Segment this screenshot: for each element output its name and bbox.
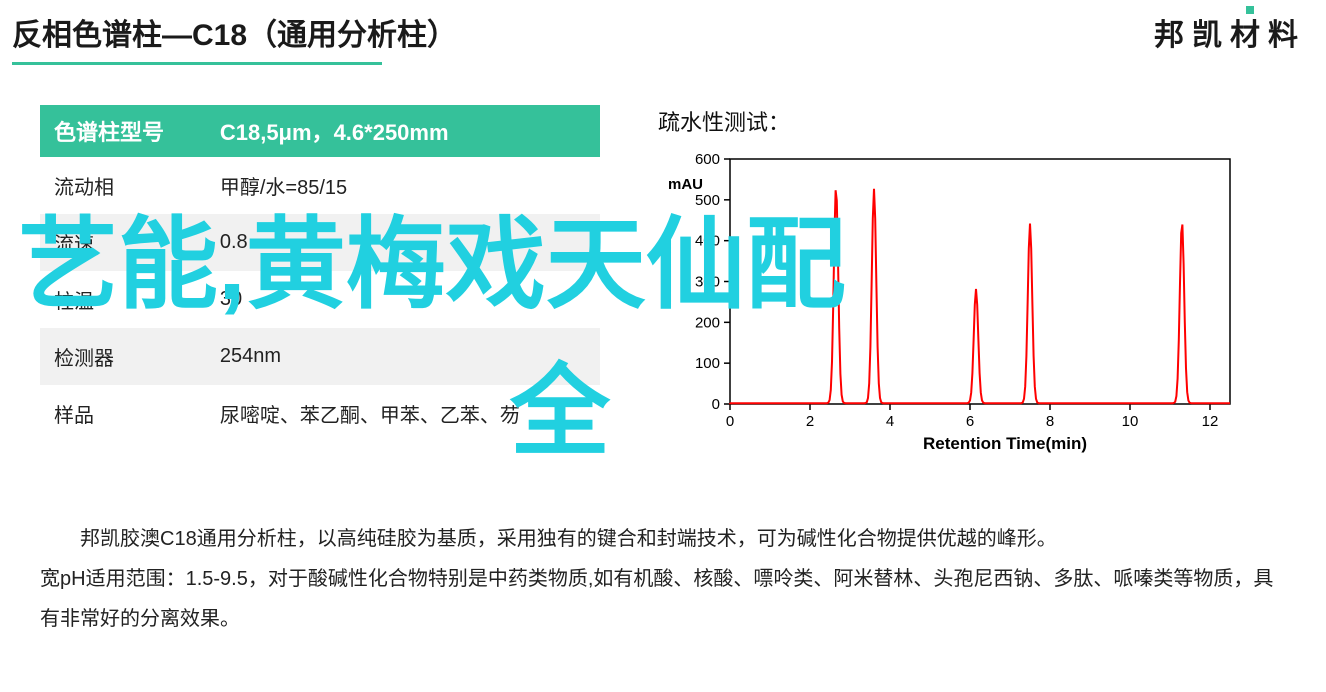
- th-model-label: 色谱柱型号: [40, 105, 206, 157]
- svg-text:2: 2: [806, 413, 814, 430]
- chart-svg: 0 100 200 300 400 500 600 0 2 4 6 8 10 12 mAU Retention…: [650, 149, 1250, 459]
- td-label: 样品: [40, 385, 206, 442]
- title-underline: [12, 62, 382, 65]
- td-value: 254nm: [206, 328, 600, 385]
- svg-text:12: 12: [1202, 413, 1219, 430]
- svg-text:10: 10: [1122, 413, 1139, 430]
- svg-text:6: 6: [966, 413, 974, 430]
- td-label: 检测器: [40, 328, 206, 385]
- td-value: 0.8: [206, 214, 600, 271]
- td-label: 柱温: [40, 271, 206, 328]
- svg-text:400: 400: [695, 233, 720, 250]
- svg-text:0: 0: [726, 413, 734, 430]
- svg-text:Retention Time(min): Retention Time(min): [923, 434, 1087, 453]
- chromatogram-chart: 0 100 200 300 400 500 600 0 2 4 6 8 10 12 mAU Retention…: [650, 149, 1250, 459]
- td-value: 甲醇/水=85/15: [206, 157, 600, 214]
- td-value: 30: [206, 271, 600, 328]
- svg-text:100: 100: [695, 355, 720, 372]
- svg-text:mAU: mAU: [668, 176, 703, 193]
- description: 邦凯胶澳C18通用分析柱，以高纯硅胶为基质，采用独有的键合和封端技术，可为碱性化…: [40, 519, 1286, 639]
- svg-text:4: 4: [886, 413, 894, 430]
- desc-p2: 宽pH适用范围：1.5-9.5，对于酸碱性化合物特别是中药类物质,如有机酸、核酸…: [40, 559, 1286, 639]
- header: 反相色谱柱—C18（通用分析柱） 邦凯材料: [0, 0, 1326, 54]
- svg-text:500: 500: [695, 192, 720, 209]
- content-row: 色谱柱型号 C18,5μm，4.6*250mm 流动相 甲醇/水=85/15 流…: [0, 105, 1326, 459]
- svg-text:300: 300: [695, 274, 720, 291]
- table-row: 流动相 甲醇/水=85/15: [40, 157, 600, 214]
- svg-text:0: 0: [712, 396, 720, 413]
- svg-text:600: 600: [695, 151, 720, 168]
- table-row: 样品 尿嘧啶、苯乙酮、甲苯、乙苯、芴: [40, 385, 600, 442]
- table-header-row: 色谱柱型号 C18,5μm，4.6*250mm: [40, 105, 600, 157]
- chart-section: 疏水性测试： 0 100 200 300 400 500 600 0 2 4 6 8 10 12 mAU Re…: [650, 105, 1270, 459]
- spec-table: 色谱柱型号 C18,5μm，4.6*250mm 流动相 甲醇/水=85/15 流…: [40, 105, 600, 459]
- td-value: 尿嘧啶、苯乙酮、甲苯、乙苯、芴: [206, 385, 600, 442]
- brand-text: 邦凯材料: [1154, 19, 1306, 52]
- chart-title: 疏水性测试：: [658, 105, 1270, 137]
- table-row: 柱温 30: [40, 271, 600, 328]
- page-title: 反相色谱柱—C18（通用分析柱）: [12, 10, 457, 54]
- desc-p1: 邦凯胶澳C18通用分析柱，以高纯硅胶为基质，采用独有的键合和封端技术，可为碱性化…: [40, 519, 1286, 559]
- svg-text:200: 200: [695, 314, 720, 331]
- th-model-value: C18,5μm，4.6*250mm: [206, 105, 600, 157]
- table: 色谱柱型号 C18,5μm，4.6*250mm 流动相 甲醇/水=85/15 流…: [40, 105, 600, 442]
- svg-text:8: 8: [1046, 413, 1054, 430]
- td-label: 流速: [40, 214, 206, 271]
- desc-p1a: 邦凯胶澳C18通用分析柱，以高纯硅胶为基质，采用独有的键合和封端技术，可为碱性化…: [80, 528, 1057, 550]
- table-row: 流速 0.8: [40, 214, 600, 271]
- table-row: 检测器 254nm: [40, 328, 600, 385]
- brand-logo: 邦凯材料: [1154, 10, 1306, 54]
- td-label: 流动相: [40, 157, 206, 214]
- brand-dot-icon: [1246, 6, 1254, 14]
